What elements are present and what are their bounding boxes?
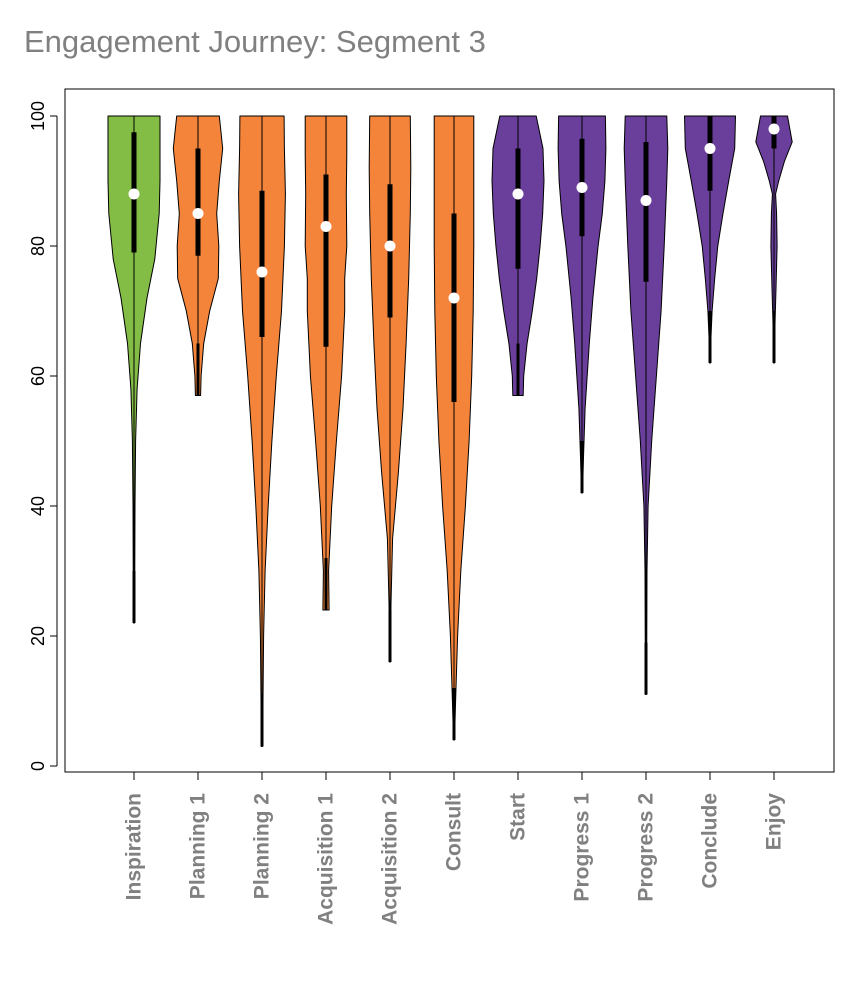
violin-median (576, 182, 588, 193)
violin-group (623, 115, 669, 695)
violin-median (768, 123, 780, 135)
violin-median (448, 292, 460, 304)
x-category-label: Inspiration (123, 793, 146, 900)
x-category-label: Progress 1 (571, 793, 594, 902)
violin-group (238, 115, 286, 747)
x-category-label: Consult (443, 793, 466, 871)
x-category-label: Acquisition 1 (315, 793, 338, 925)
x-category-label: Planning 1 (187, 793, 210, 900)
x-category-label: Start (507, 793, 530, 841)
violin-group (368, 115, 412, 663)
x-category-label: Planning 2 (251, 793, 274, 899)
x-category-label: Acquisition 2 (379, 793, 402, 925)
x-category-label: Progress 2 (635, 793, 658, 902)
violin-group (684, 115, 736, 364)
x-category-label: Conclude (699, 793, 722, 889)
chart-title: Engagement Journey: Segment 3 (24, 24, 486, 59)
violin-group (107, 115, 161, 624)
violins (107, 115, 793, 747)
violin-median (384, 240, 396, 252)
violin-median (256, 266, 268, 278)
x-category-label: Enjoy (763, 793, 786, 850)
violin-median (128, 188, 140, 200)
y-tick-label: 40 (28, 496, 48, 516)
violin-group (755, 115, 793, 364)
y-tick-label: 80 (28, 236, 48, 256)
y-tick-label: 60 (28, 366, 48, 386)
violin-group (172, 115, 224, 396)
violin-median (320, 221, 332, 232)
x-axis: Inspiration Planning 1 Planning 2 Acquisiti… (123, 771, 786, 925)
violin-median (512, 188, 524, 200)
violin-group (433, 115, 475, 741)
violin-group (304, 115, 348, 611)
violin-group (491, 115, 545, 396)
y-tick-label: 20 (28, 626, 48, 646)
y-tick-label: 0 (28, 761, 48, 771)
y-tick-label: 100 (28, 101, 48, 131)
violin-median (192, 208, 204, 219)
violin-median (640, 195, 652, 206)
violin-group (557, 115, 607, 494)
violin-median (704, 143, 716, 154)
y-axis: 0 20 40 60 80 100 (28, 101, 58, 771)
